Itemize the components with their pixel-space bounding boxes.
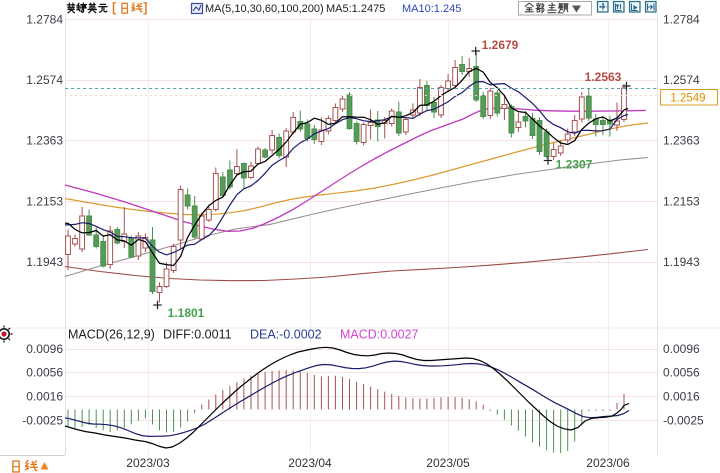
svg-text:2023/06: 2023/06 [586,456,630,470]
svg-text:MACD(26,12,9): MACD(26,12,9) [68,328,155,342]
svg-text:2023/05: 2023/05 [426,456,470,470]
svg-text:DIFF:0.0011: DIFF:0.0011 [163,328,232,342]
svg-text:0.0096: 0.0096 [26,342,63,356]
svg-text:1.2307: 1.2307 [556,158,593,172]
svg-text:1.2153: 1.2153 [26,194,63,208]
svg-text:2023/03: 2023/03 [126,456,170,470]
svg-text:1.2363: 1.2363 [26,134,63,148]
svg-text:MA(5,10,30,60,100,200): MA(5,10,30,60,100,200) [205,3,324,15]
svg-text:MA5:1.2475: MA5:1.2475 [326,3,385,15]
svg-text:1.2153: 1.2153 [663,194,700,208]
svg-text:1.2784: 1.2784 [26,13,63,27]
svg-text:1.1943: 1.1943 [663,255,700,269]
svg-text:-0.0025: -0.0025 [22,414,63,428]
svg-text:1.2574: 1.2574 [663,73,700,87]
svg-text:0.0056: 0.0056 [26,366,63,380]
svg-text:1.2549: 1.2549 [670,93,705,105]
svg-text:1.2363: 1.2363 [663,134,700,148]
svg-text:-0.0025: -0.0025 [663,414,704,428]
svg-text:1.2563: 1.2563 [585,70,622,84]
svg-text:1.1801: 1.1801 [168,306,205,320]
svg-text:1.2679: 1.2679 [482,38,519,52]
svg-text:1.2574: 1.2574 [26,73,63,87]
svg-text:1.1943: 1.1943 [26,255,63,269]
svg-text:2023/04: 2023/04 [288,456,332,470]
svg-text:0.0016: 0.0016 [26,389,63,403]
svg-text:DEA:-0.0002: DEA:-0.0002 [250,328,322,342]
svg-text:MACD:0.0027: MACD:0.0027 [340,328,419,342]
svg-text:0.0096: 0.0096 [663,342,700,356]
svg-text:0.0056: 0.0056 [663,366,700,380]
svg-text:0.0016: 0.0016 [663,389,700,403]
svg-text:MA10:1.245: MA10:1.245 [402,3,461,15]
svg-text:1.2784: 1.2784 [663,13,700,27]
